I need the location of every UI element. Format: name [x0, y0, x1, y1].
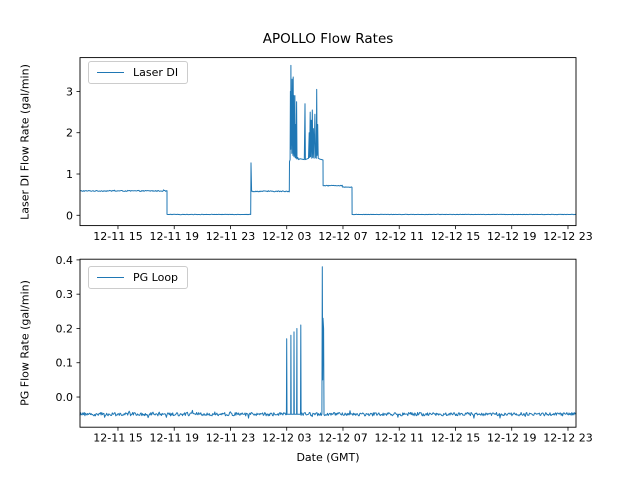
axes-frame	[79, 258, 577, 428]
y-tick-label: 0.3	[56, 288, 74, 301]
legend-laser-di: Laser DI	[88, 61, 189, 84]
x-tick-label: 12-11 15	[93, 432, 142, 445]
y-tick-label: 2	[66, 127, 73, 140]
y-tick-label: 0.1	[56, 357, 74, 370]
x-tick-label: 12-12 23	[543, 230, 592, 243]
x-tick-label: 12-12 03	[262, 432, 311, 445]
chart-title: APOLLO Flow Rates	[262, 31, 394, 47]
x-tick-label: 12-12 15	[431, 432, 480, 445]
x-tick-label: 12-12 07	[318, 432, 367, 445]
legend-pg-loop: PG Loop	[88, 266, 189, 289]
legend-label: PG Loop	[133, 271, 179, 284]
x-tick-label: 12-12 11	[374, 432, 423, 445]
x-tick-label: 12-11 19	[149, 432, 198, 445]
y-tick-label: 3	[66, 85, 73, 98]
y-tick-label: 0	[66, 209, 73, 222]
x-tick-label: 12-11 19	[149, 230, 198, 243]
x-tick-label: 12-12 23	[543, 432, 592, 445]
y-tick-label: 0.4	[56, 254, 74, 267]
x-tick-label: 12-11 23	[206, 432, 255, 445]
y-tick-label: 1	[66, 168, 73, 181]
x-tick-label: 12-12 07	[318, 230, 367, 243]
y-axis-label-pg: PG Flow Rate (gal/min)	[18, 280, 32, 406]
x-tick-label: 12-12 15	[431, 230, 480, 243]
legend-line-swatch-icon	[97, 277, 124, 278]
x-tick-label: 12-11 15	[93, 230, 142, 243]
legend-line-swatch-icon	[97, 72, 124, 73]
y-tick-label: 0.2	[56, 322, 74, 335]
axes-frame	[79, 57, 577, 227]
x-tick-label: 12-11 23	[206, 230, 255, 243]
legend-label: Laser DI	[133, 66, 179, 79]
x-axis-label-date-gmt: Date (GMT)	[296, 451, 360, 464]
x-tick-label: 12-12 11	[374, 230, 423, 243]
x-tick-label: 12-12 19	[487, 230, 536, 243]
y-tick-label: 0.0	[56, 391, 74, 404]
series-line-pg-loop	[79, 266, 577, 419]
x-tick-label: 12-12 03	[262, 230, 311, 243]
series-line-laser-di	[80, 64, 577, 216]
y-axis-label-laser-di: Laser DI Flow Rate (gal/min)	[18, 64, 32, 220]
x-tick-label: 12-12 19	[487, 432, 536, 445]
